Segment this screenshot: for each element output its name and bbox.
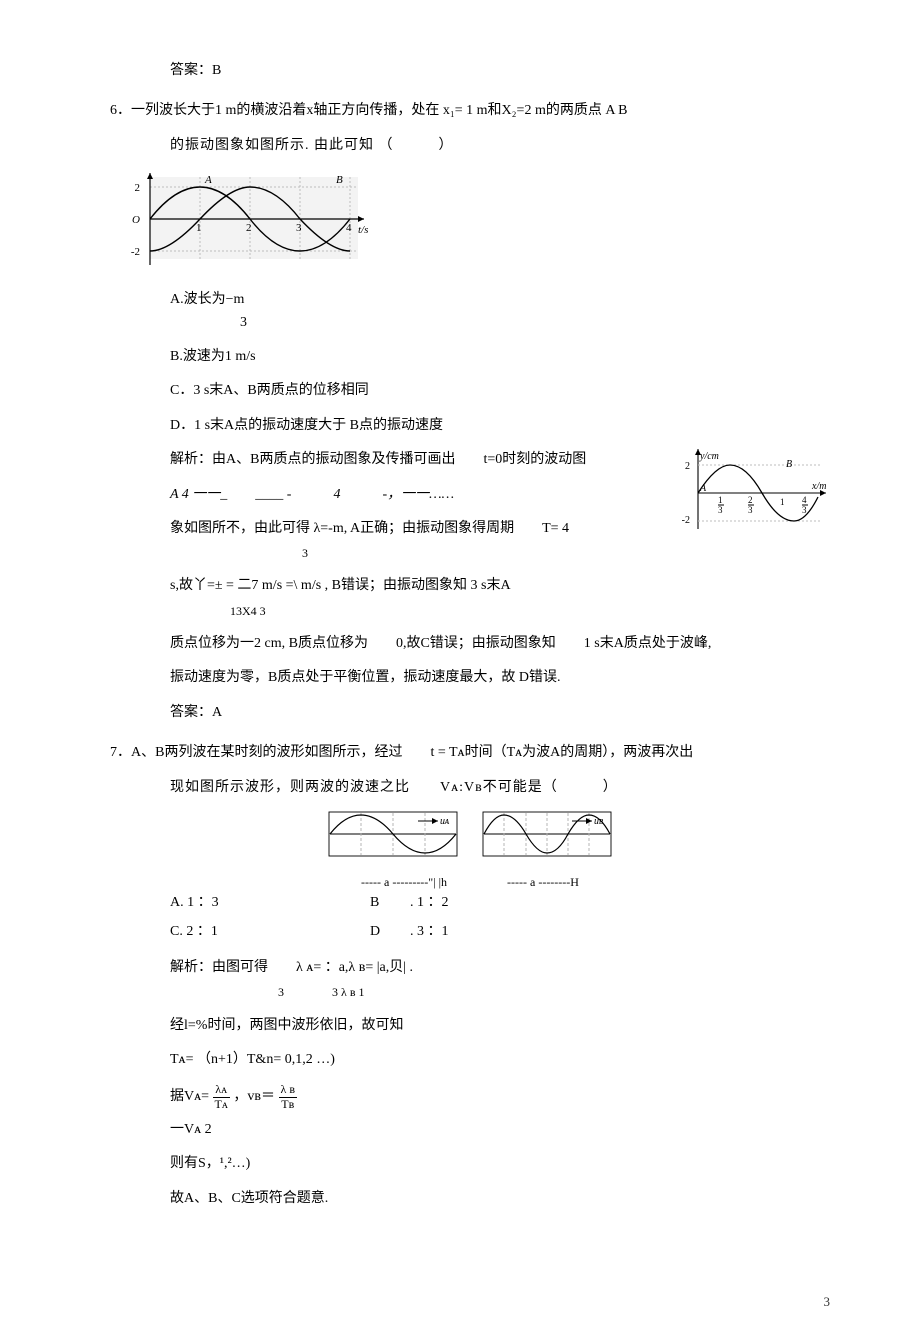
q7-caption-b: ----- a --------H — [507, 873, 579, 892]
q7-expl-line4b: 一Vᴀ 2 — [170, 1119, 830, 1141]
page-content: 答案：B 6．一列波长大于1 m的横波沿着x轴正方向传播，处在 x₁= 1 m和… — [0, 0, 920, 1262]
q6-expl-line2b: 3 — [170, 544, 830, 563]
svg-text:4: 4 — [802, 495, 807, 505]
q7-option-b: . 1 ：2 — [410, 892, 630, 914]
q6-expl-line3: s,故丫=± = 二7 m/s =\ m/s , B错误；由振动图象知 3 s末… — [170, 575, 830, 597]
q6-stem-line2: 的振动图象如图所示. 由此可知 （ ） — [170, 135, 830, 157]
svg-text:-2: -2 — [131, 246, 140, 258]
q7-frac2: λ ʙTʙ — [279, 1083, 297, 1110]
q7-wave-a-svg: uᴀ — [328, 811, 458, 867]
q6-option-a: A.波长为−m 3 — [170, 289, 830, 334]
svg-text:1: 1 — [196, 222, 202, 234]
q7-expl-line4-pre: 据Vᴀ= — [170, 1089, 213, 1104]
q6-answer: 答案：A — [170, 702, 830, 724]
svg-text:2: 2 — [246, 222, 252, 234]
svg-text:uʙ: uʙ — [594, 816, 604, 827]
q6-number: 6． — [110, 103, 131, 118]
svg-text:4: 4 — [346, 222, 352, 234]
q6-expl-line5: 振动速度为零，B质点处于平衡位置，振动速度最大，故 D错误. — [170, 667, 830, 689]
q6-stem-line1: 一列波长大于1 m的横波沿着x轴正方向传播，处在 x₁= 1 m和X₂=2 m的… — [131, 103, 628, 118]
q7-stem: 7．A、B两列波在某时刻的波形如图所示，经过 t = Tᴀ时间（Tᴀ为波A的周期… — [110, 742, 830, 764]
q7-expl-line1b: 3 3 λ ʙ 1 — [170, 983, 830, 1002]
q7-expl-line4: 据Vᴀ= λᴀTᴀ ，vʙ＝ λ ʙTʙ — [170, 1083, 830, 1110]
q6-main-graph-svg: A B 2 -2 O 1 2 3 4 t/s — [110, 169, 370, 279]
q6-expl-line3b: 13X4 3 — [170, 602, 830, 621]
q7-caption-a: ----- a ---------"| |h — [361, 873, 447, 892]
q6-side-graph-svg: y/cm 2 -2 A B x/m 13 23 1 43 — [680, 445, 830, 535]
svg-text:3: 3 — [748, 505, 753, 515]
q7-option-d-lead: D — [370, 921, 410, 943]
q7-option-b-lead: B — [370, 892, 410, 914]
q7-stem-line1: A、B两列波在某时刻的波形如图所示，经过 t = Tᴀ时间（Tᴀ为波A的周期），… — [131, 745, 693, 760]
q7-wave-b-svg: uʙ — [482, 811, 612, 867]
q7-expl-line5: 则有S，¹,²…) — [170, 1153, 830, 1175]
q7-stem-line2: 现如图所示波形，则两波的波速之比 Vᴀ:Vʙ不可能是（ ） — [170, 777, 830, 799]
svg-text:3: 3 — [296, 222, 302, 234]
q7-option-d: . 3 ：1 — [410, 921, 630, 943]
svg-text:1: 1 — [718, 495, 723, 505]
svg-text:1: 1 — [780, 497, 785, 507]
q6-figure-side: y/cm 2 -2 A B x/m 13 23 1 43 — [680, 445, 830, 535]
q7-figure-captions: ----- a ---------"| |h ----- a --------H — [110, 873, 830, 892]
q7-options-row2: C. 2 ：1 D . 3 ：1 — [170, 921, 830, 943]
q7-expl-line4-mid: ，vʙ＝ — [233, 1089, 275, 1104]
svg-text:t/s: t/s — [358, 224, 368, 236]
q6-option-b: B.波速为1 m/s — [170, 346, 830, 368]
q6-option-c: C．3 s末A、B两质点的位移相同 — [170, 380, 830, 402]
q7-figure-pair: uᴀ uʙ — [110, 811, 830, 867]
q6-stem: 6．一列波长大于1 m的横波沿着x轴正方向传播，处在 x₁= 1 m和X₂=2 … — [110, 100, 830, 122]
q5-answer: 答案：B — [170, 60, 830, 82]
q6-expl-line4: 质点位移为一2 cm, B质点位移为 0,故C错误；由振动图象知 1 s末A质点… — [170, 633, 830, 655]
svg-text:A: A — [699, 483, 707, 494]
q7-expl-line1: 解析：由图可得 λ ᴀ= ：a,λ ʙ= |a,贝| . — [170, 957, 830, 979]
svg-text:3: 3 — [802, 505, 807, 515]
q7-number: 7． — [110, 745, 131, 760]
page-number: 3 — [0, 1262, 920, 1333]
q7-expl-line2: 经l=%时间，两图中波形依旧，故可知 — [170, 1015, 830, 1037]
q7-expl-line6: 故A、B、C选项符合题意. — [170, 1188, 830, 1210]
q7-option-a: A. 1 ：3 — [170, 892, 370, 914]
q7-frac1: λᴀTᴀ — [213, 1083, 230, 1110]
svg-text:y/cm: y/cm — [699, 451, 719, 462]
q7-option-c: C. 2 ：1 — [170, 921, 370, 943]
svg-text:x/m: x/m — [811, 481, 826, 492]
svg-text:2: 2 — [135, 182, 141, 194]
svg-text:3: 3 — [718, 505, 723, 515]
svg-text:B: B — [336, 174, 343, 186]
svg-text:A: A — [204, 174, 212, 186]
svg-text:O: O — [132, 214, 140, 226]
svg-text:B: B — [786, 459, 792, 470]
svg-text:2: 2 — [748, 495, 753, 505]
q6-figure-main: A B 2 -2 O 1 2 3 4 t/s — [110, 169, 830, 279]
svg-text:2: 2 — [685, 461, 690, 472]
q7-expl-line3: Tᴀ= （n+1）T&n= 0,1,2 …) — [170, 1049, 830, 1071]
q7-options-row1: A. 1 ：3 B . 1 ：2 — [170, 892, 830, 914]
q6-option-d: D．1 s末A点的振动速度大于 B点的振动速度 — [170, 415, 830, 437]
svg-text:-2: -2 — [682, 515, 690, 526]
svg-text:uᴀ: uᴀ — [440, 816, 450, 827]
